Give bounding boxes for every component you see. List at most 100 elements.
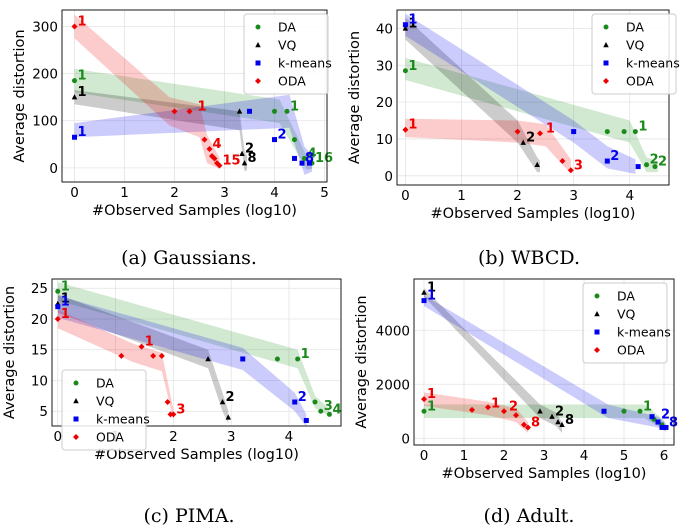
marker-oda <box>170 411 177 418</box>
marker-da <box>421 408 427 414</box>
point-label: 1 <box>78 125 87 140</box>
marker-oda <box>255 78 261 84</box>
x-tick-label: 0 <box>420 448 429 464</box>
marker-vq <box>236 108 243 114</box>
marker-kmeans <box>663 424 669 430</box>
y-tick-label: 0 <box>49 161 58 177</box>
point-label: 1 <box>408 16 417 31</box>
marker-kmeans <box>421 298 427 304</box>
marker-vq <box>241 160 248 166</box>
marker-oda <box>501 408 507 415</box>
point-label: 8 <box>565 413 574 428</box>
x-tick-label: 2 <box>170 185 179 201</box>
marker-kmeans <box>307 160 312 166</box>
point-label: 2 <box>661 407 670 422</box>
marker-oda <box>537 130 544 137</box>
y-tick-label: 20 <box>376 95 393 111</box>
point-label: 2 <box>526 131 535 146</box>
x-tick-label: 0 <box>401 188 410 204</box>
marker-vq <box>520 139 526 145</box>
marker-vq <box>549 413 555 419</box>
marker-da <box>272 108 277 114</box>
band-oda <box>424 392 528 433</box>
subfigure-caption: (c) PIMA. <box>143 505 234 527</box>
band-vq <box>405 17 540 173</box>
marker-oda <box>138 343 145 350</box>
marker-da <box>326 411 332 417</box>
band-kmeans <box>57 295 307 427</box>
x-tick-label: 3 <box>220 185 229 201</box>
point-label: 2 <box>226 390 235 405</box>
marker-da <box>295 356 301 362</box>
point-label: 2 <box>610 149 619 164</box>
legend-entry: k-means <box>96 412 150 427</box>
marker-oda <box>567 167 574 174</box>
band-oda <box>57 309 174 420</box>
legend: DA VQ k-means ODA <box>243 13 332 95</box>
point-label: 1 <box>408 118 417 133</box>
plot-area-border <box>61 9 328 183</box>
marker-da <box>72 78 77 84</box>
legend-box <box>591 13 677 95</box>
marker-da <box>621 129 627 135</box>
y-axis-label: Average distortion <box>12 29 28 162</box>
marker-kmeans <box>292 399 298 405</box>
x-tick-label: 2 <box>169 429 178 445</box>
legend-entry: VQ <box>278 38 297 53</box>
chart-panel: 1134121211301234510152025#Observed Sampl… <box>2 278 341 527</box>
x-axis-label: #Observed Samples (log10) <box>442 466 647 482</box>
marker-kmeans <box>72 134 77 140</box>
point-label: 1 <box>301 347 310 362</box>
point-label: 1 <box>427 387 436 402</box>
y-tick-label: 2000 <box>376 377 410 393</box>
marker-kmeans <box>402 22 408 28</box>
y-tick-label: 40 <box>376 21 393 37</box>
y-tick-label: 5 <box>39 404 48 420</box>
band-kmeans <box>424 295 666 432</box>
marker-oda <box>559 158 566 165</box>
marker-vq <box>71 94 78 100</box>
marker-kmeans <box>299 160 305 166</box>
band-kmeans <box>74 94 312 175</box>
marker-oda <box>594 347 600 353</box>
x-tick-label: 5 <box>620 448 629 464</box>
marker-vq <box>559 421 565 428</box>
marker-oda <box>603 78 609 84</box>
point-label: 2 <box>555 405 564 420</box>
marker-oda <box>118 352 125 359</box>
marker-oda <box>485 404 491 411</box>
legend-entry: k-means <box>278 56 332 71</box>
marker-kmeans <box>255 60 261 66</box>
legend-entry: ODA <box>278 74 306 89</box>
marker-da <box>255 24 261 30</box>
marker-oda <box>164 399 171 406</box>
marker-vq <box>402 25 409 31</box>
point-label: 1 <box>643 399 652 414</box>
marker-kmeans <box>292 155 297 161</box>
marker-vq <box>603 42 609 48</box>
band-vq <box>74 90 247 172</box>
marker-kmeans <box>655 419 661 425</box>
marker-oda <box>201 136 208 143</box>
marker-da <box>621 408 627 414</box>
point-label: 8 <box>669 415 678 430</box>
point-label: 8 <box>305 151 314 166</box>
point-label: 1 <box>546 121 555 136</box>
marker-kmeans <box>303 417 309 423</box>
marker-vq <box>219 399 226 405</box>
marker-vq <box>421 289 427 295</box>
marker-oda <box>521 421 527 428</box>
marker-kmeans <box>272 137 277 143</box>
legend: DA VQ k-means ODA <box>591 13 680 95</box>
marker-oda <box>525 424 531 431</box>
y-axis-label: Average distortion <box>354 295 370 428</box>
point-label: 1 <box>78 69 87 84</box>
point-label: 2 <box>509 399 518 414</box>
marker-kmeans <box>601 408 607 414</box>
marker-da <box>632 129 638 135</box>
y-tick-label: 0 <box>401 431 410 447</box>
point-label: 1 <box>61 307 70 322</box>
subfigure-caption: (d) Adult. <box>484 505 575 527</box>
x-axis-label: #Observed Samples (log10) <box>431 206 636 222</box>
